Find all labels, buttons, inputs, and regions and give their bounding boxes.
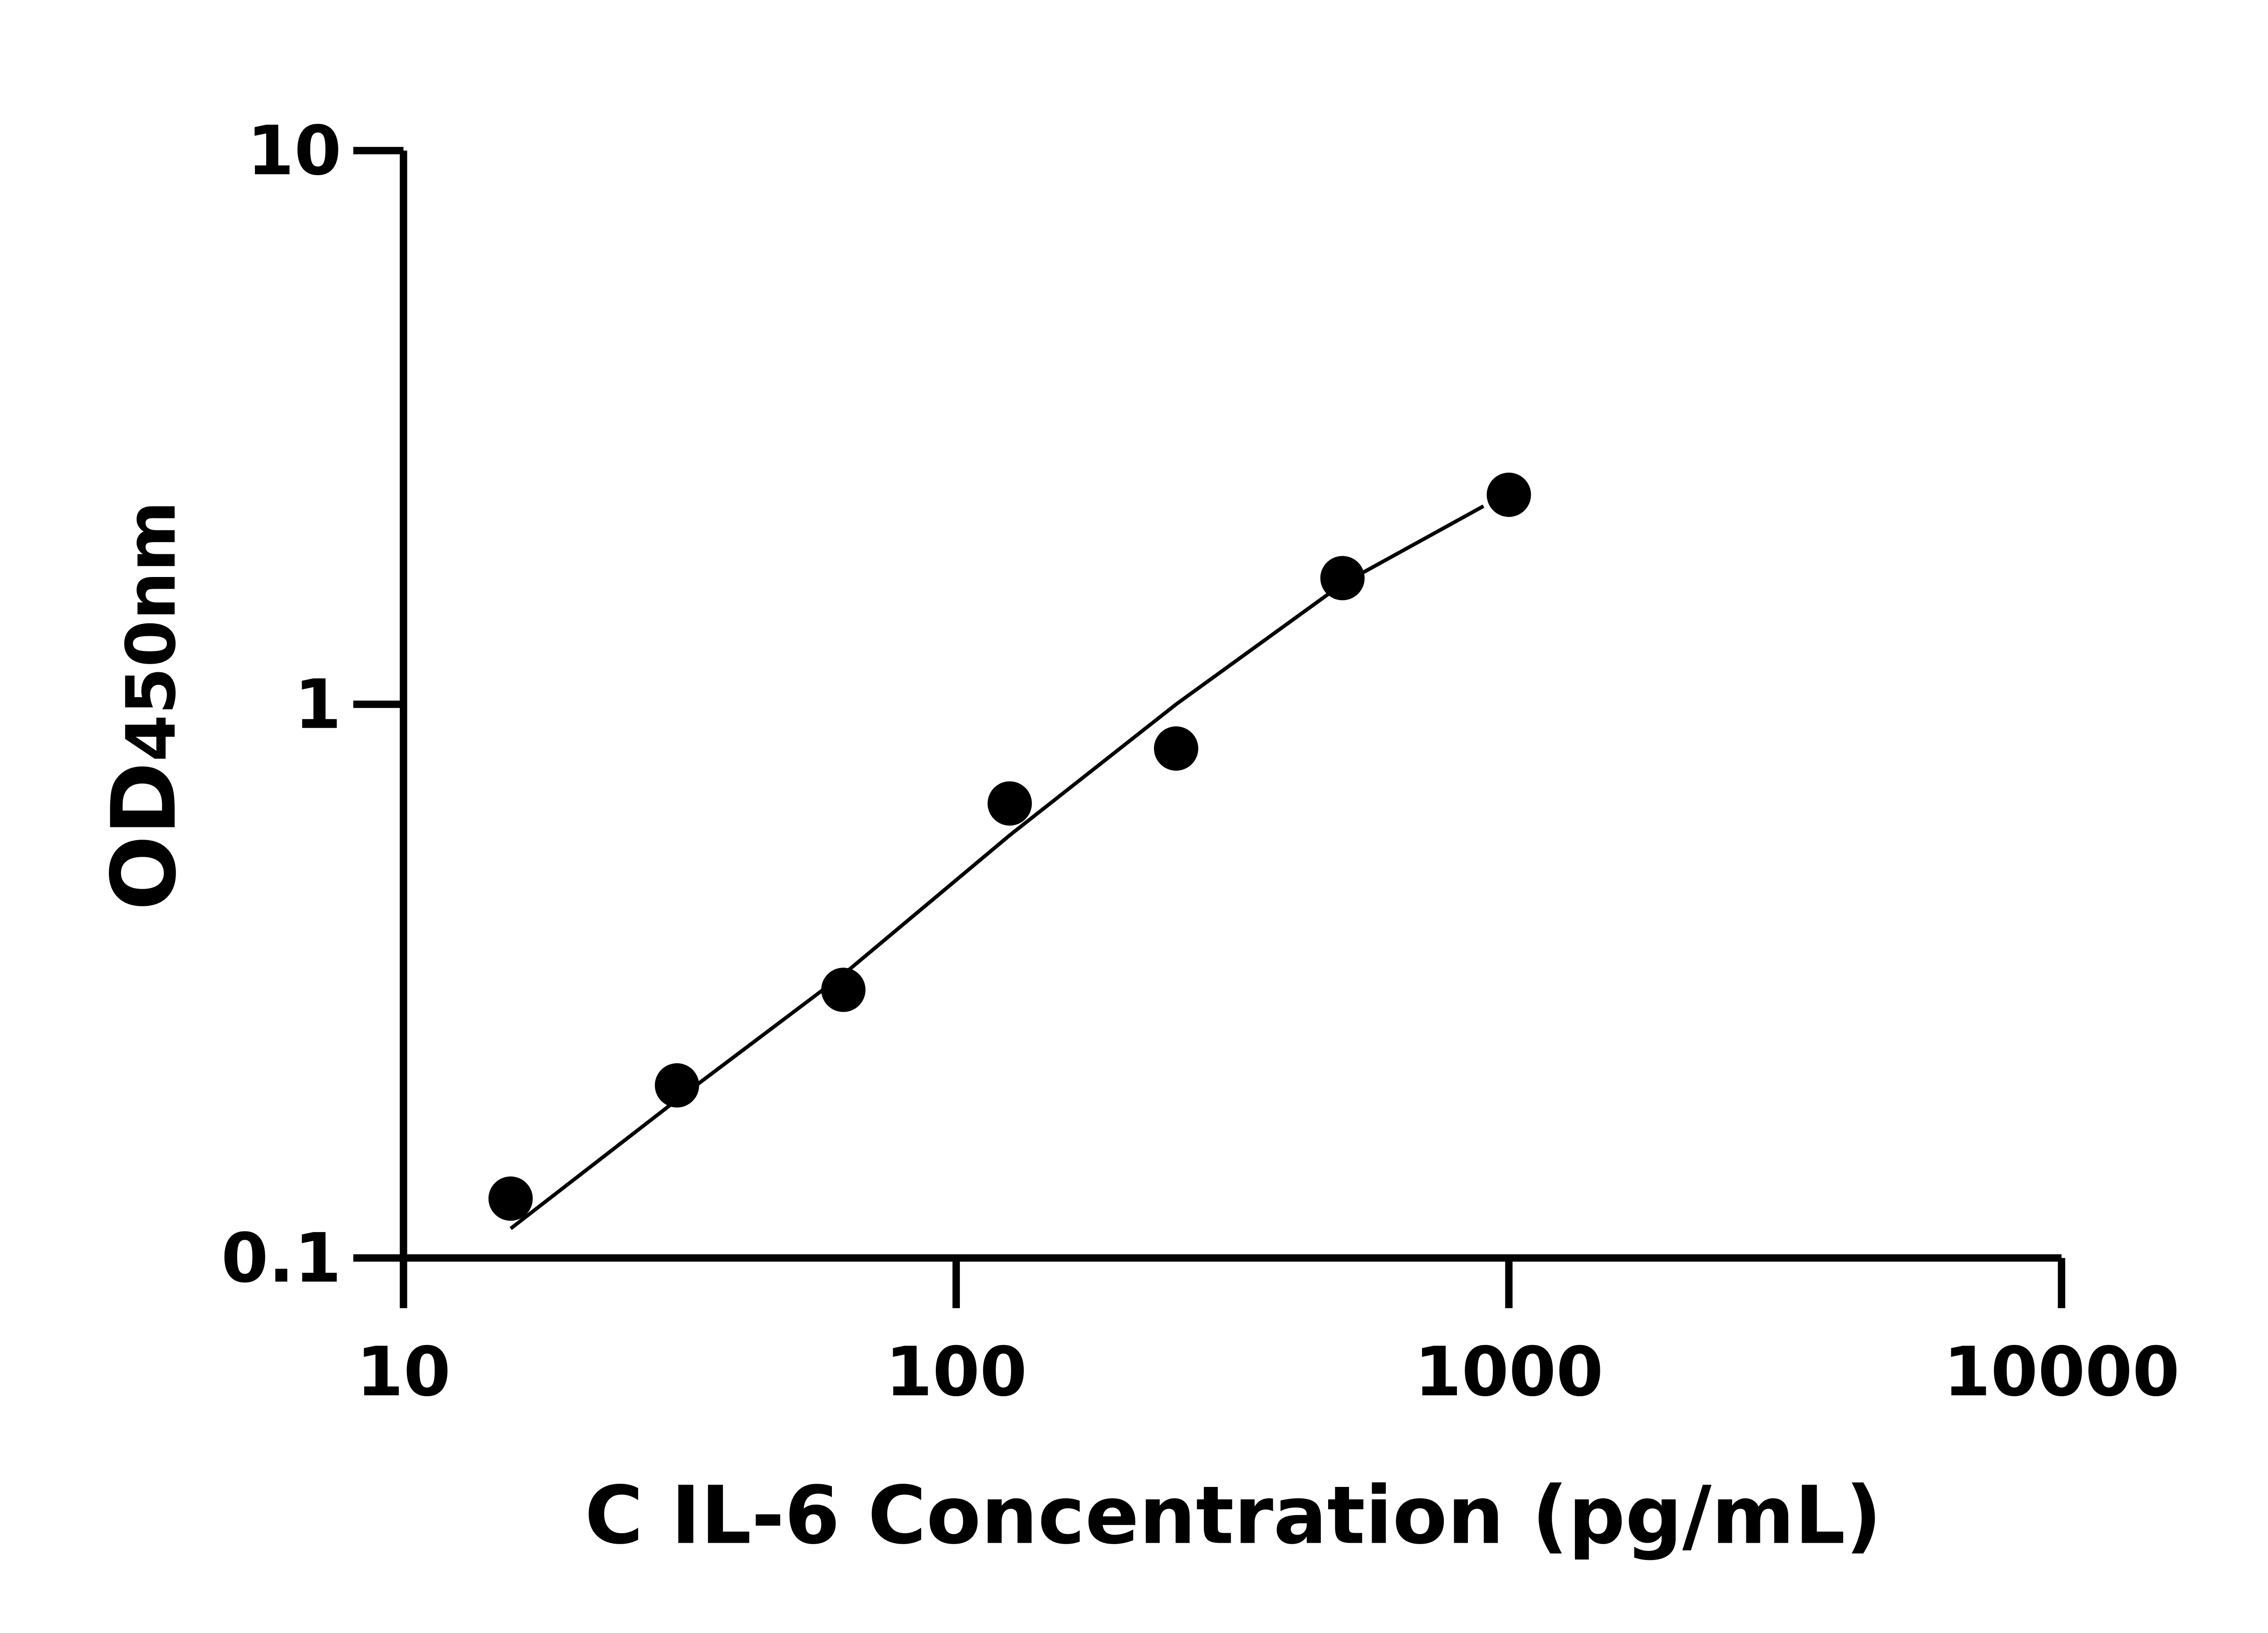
y-tick-label: 1 xyxy=(294,665,342,744)
data-point xyxy=(821,968,866,1012)
x-axis-title: C IL-6 Concentration (pg/mL) xyxy=(585,1469,1882,1562)
y-tick-label: 0.1 xyxy=(221,1219,342,1298)
data-points xyxy=(488,472,1531,1221)
y-tick-label: 10 xyxy=(247,112,341,191)
x-tick-label: 10000 xyxy=(1943,1333,2180,1412)
data-point xyxy=(1486,472,1531,517)
data-point xyxy=(1154,726,1198,771)
data-point xyxy=(655,1063,699,1108)
x-tick-label: 10 xyxy=(356,1333,450,1412)
data-point xyxy=(987,781,1032,826)
ticks: 10 100 1000 10000 0.1 1 10 xyxy=(221,112,2180,1412)
x-tick-label: 100 xyxy=(885,1333,1027,1412)
fitted-curve xyxy=(509,504,1485,1230)
y-axis-title-main: OD xyxy=(93,762,196,910)
data-point xyxy=(1320,556,1365,601)
y-axis-title-sub: 450nm xyxy=(112,501,191,762)
axes xyxy=(400,151,2062,1262)
y-axis-title: OD450nm xyxy=(93,501,196,910)
data-point xyxy=(488,1176,533,1221)
x-tick-label: 1000 xyxy=(1414,1333,1603,1412)
